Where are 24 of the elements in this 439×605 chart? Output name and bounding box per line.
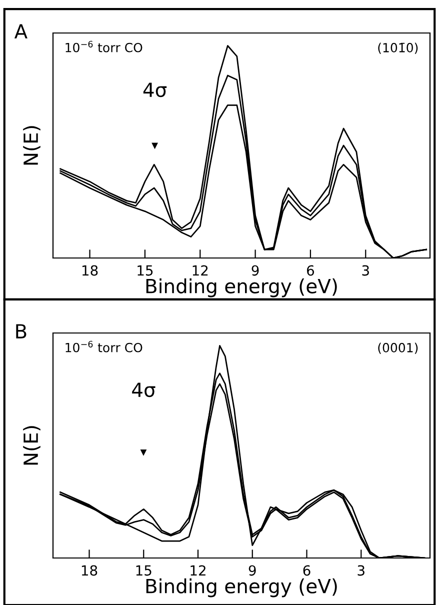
x-tick-label: 12 (190, 565, 206, 576)
x-tick-label: 18 (82, 565, 98, 576)
x-tick-label: 3 (358, 565, 364, 576)
annotation: (0001) (378, 342, 418, 354)
annotation: 4σ (132, 382, 156, 398)
y-axis-title: N(E) (23, 426, 40, 465)
annotation: (101̄0) (378, 42, 418, 54)
annotation: 10$^{−6}$ torr CO (66, 340, 142, 352)
x-axis-title: Binding energy (eV) (146, 578, 337, 598)
annotation: 4σ (143, 82, 167, 98)
x-tick-label: 9 (252, 265, 259, 276)
x-tick-label: 15 (136, 565, 152, 576)
x-axis-title: Binding energy (eV) (146, 278, 337, 298)
x-tick-label: 15 (138, 265, 153, 276)
x-tick-label: 9 (248, 565, 256, 576)
x-tick-label: 18 (82, 265, 98, 276)
chart-title: A (14, 24, 28, 38)
chart-title: B (16, 324, 26, 338)
annotation: 10$^{−6}$ torr CO (66, 40, 142, 52)
x-tick-label: 6 (307, 265, 314, 276)
x-tick-label: 12 (192, 265, 208, 276)
y-axis-title: N(E) (23, 126, 40, 165)
x-tick-label: 3 (362, 265, 369, 276)
x-tick-label: 6 (303, 565, 310, 576)
